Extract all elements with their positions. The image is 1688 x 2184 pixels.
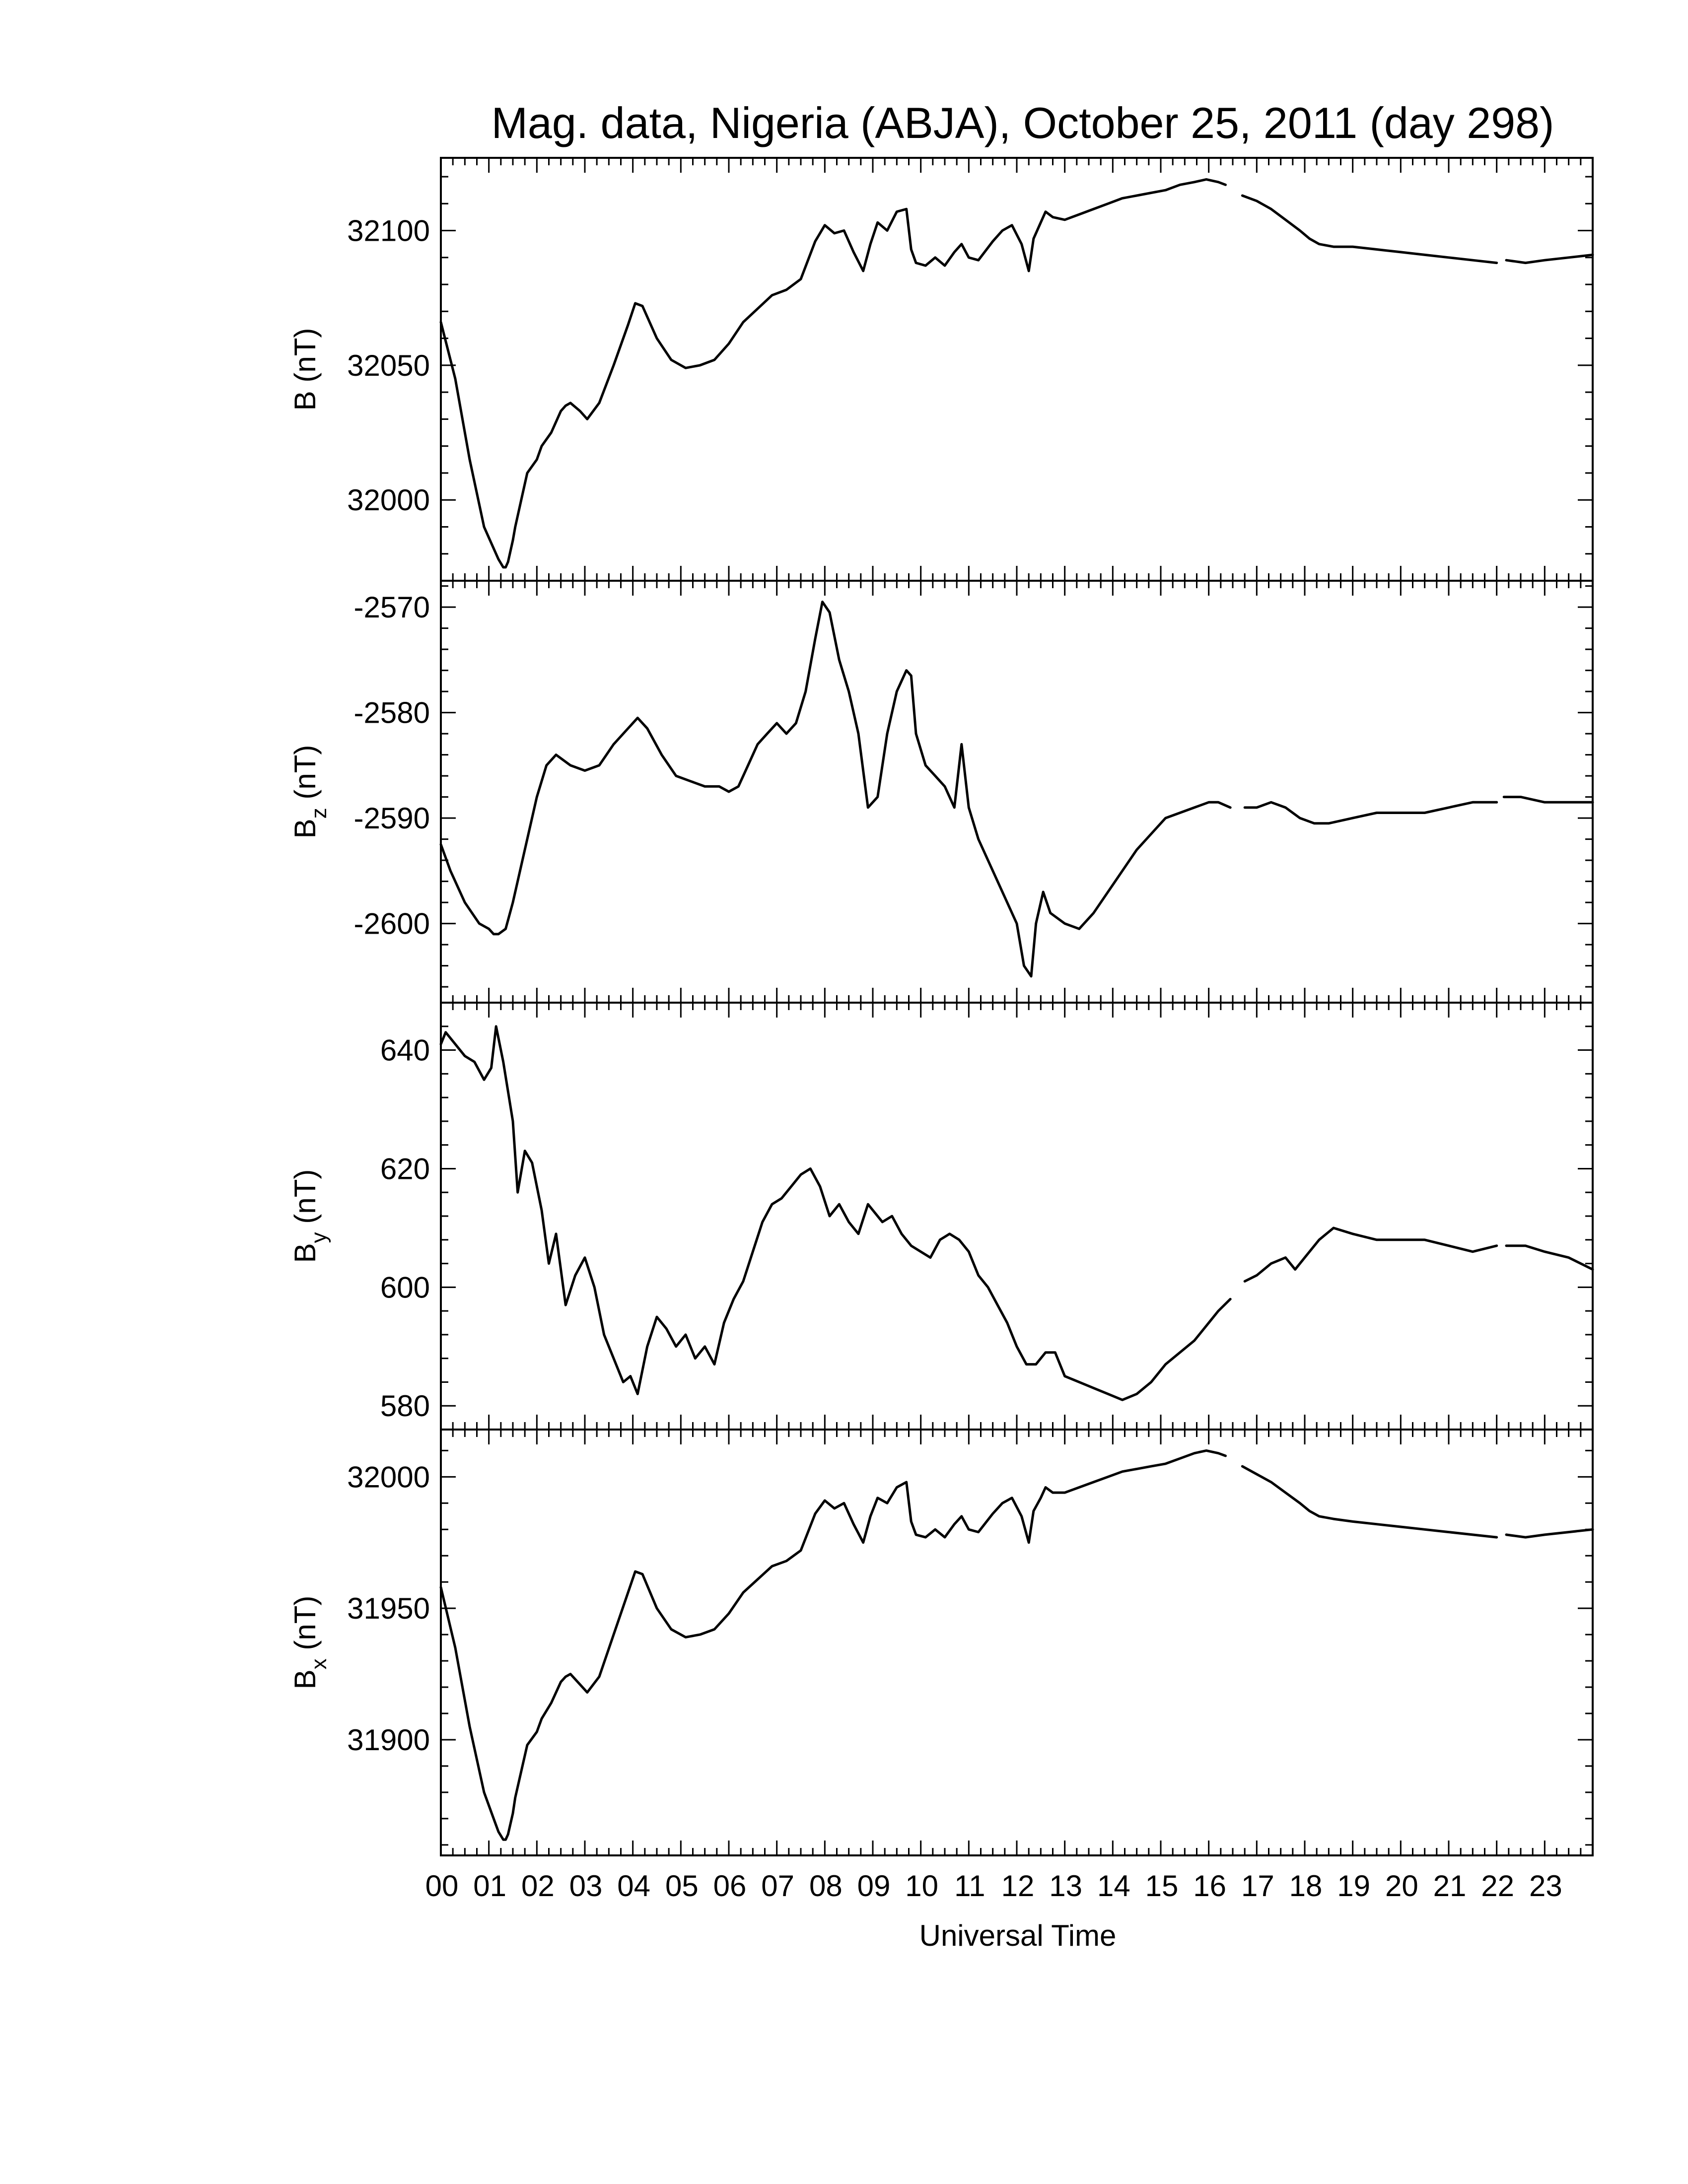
y-axis-title-base: B (nT) <box>288 328 322 411</box>
y-tick-label: -2590 <box>354 802 430 835</box>
x-axis-title: Universal Time <box>919 1919 1117 1952</box>
series-line-bz <box>1243 801 1498 825</box>
y-axis-title-subscript: y <box>307 1232 331 1243</box>
series-line-bx <box>1505 1528 1594 1539</box>
x-tick-label: 15 <box>1145 1869 1179 1903</box>
y-tick-label: 640 <box>380 1034 430 1067</box>
panel-by: 580 600 620 640 By (nT) <box>288 1002 1594 1431</box>
y-tick-label: 32050 <box>347 349 430 382</box>
series-line-b <box>1241 194 1498 265</box>
series-line-bz <box>1502 796 1594 804</box>
x-tick-label: 14 <box>1097 1869 1130 1903</box>
x-tick-label: 16 <box>1193 1869 1226 1903</box>
series-line-bx <box>439 1449 1227 1841</box>
y-axis-title-subscript: z <box>307 808 331 819</box>
x-tick-label: 12 <box>1001 1869 1035 1903</box>
y-axis-title-unit: (nT) <box>288 1169 322 1232</box>
figure-title: Mag. data, Nigeria (ABJA), October 25, 2… <box>492 98 1554 147</box>
x-tick-label: 07 <box>761 1869 794 1903</box>
x-tick-label: 11 <box>954 1869 985 1903</box>
y-tick-label: 620 <box>380 1152 430 1185</box>
series-line-by <box>1243 1227 1498 1283</box>
series-line-b <box>1505 253 1594 265</box>
y-axis-title-unit: (nT) <box>288 745 322 808</box>
y-tick-label: 32000 <box>347 1460 430 1494</box>
x-tick-label: 17 <box>1241 1869 1274 1903</box>
x-tick-label: 10 <box>905 1869 938 1903</box>
panel-frame <box>440 157 1594 582</box>
x-tick-label: 03 <box>569 1869 603 1903</box>
x-tick-label: 06 <box>713 1869 747 1903</box>
x-tick-label: 09 <box>857 1869 891 1903</box>
series-line-by <box>1505 1244 1594 1271</box>
x-tick-label: 22 <box>1481 1869 1514 1903</box>
series-line-bx <box>1241 1465 1498 1539</box>
x-axis: 00 01 02 03 04 05 06 07 08 09 10 11 12 13 14 15 16 17 18 19… <box>425 1869 1562 1903</box>
panel-bx: 31900 31950 32000 Bx (nT) <box>288 1429 1594 1856</box>
y-tick-label: 32100 <box>347 214 430 248</box>
y-tick-label: 600 <box>380 1271 430 1304</box>
panel-frame <box>440 1429 1594 1856</box>
series-line-bz <box>439 601 1232 978</box>
y-axis-title-bx: Bx (nT) <box>288 1596 331 1690</box>
x-tick-label: 08 <box>809 1869 843 1903</box>
x-tick-label: 13 <box>1049 1869 1082 1903</box>
x-tick-label: 01 <box>473 1869 506 1903</box>
y-axis-title-base: B <box>288 819 322 838</box>
x-tick-label: 21 <box>1433 1869 1467 1903</box>
x-tick-label: 18 <box>1289 1869 1323 1903</box>
x-tick-label: 23 <box>1529 1869 1562 1903</box>
panel-bz: -2600 -2590 -2580 -2570 Bz (nT) <box>288 580 1594 1004</box>
panel-frame <box>440 1002 1594 1431</box>
x-tick-label: 02 <box>521 1869 555 1903</box>
y-axis-title-b: B (nT) <box>288 328 322 411</box>
y-tick-label: 32000 <box>347 483 430 517</box>
y-axis-title-by: By (nT) <box>288 1169 331 1263</box>
series-line-b <box>439 178 1227 569</box>
y-axis-title-subscript: x <box>307 1658 331 1669</box>
x-tick-label: 20 <box>1385 1869 1418 1903</box>
y-axis-title-unit: (nT) <box>288 1596 322 1659</box>
x-tick-label: 04 <box>617 1869 650 1903</box>
y-axis-title-bz: Bz (nT) <box>288 745 331 839</box>
y-tick-label: -2600 <box>354 907 430 941</box>
y-axis-title-base: B <box>288 1669 322 1689</box>
x-tick-label: 19 <box>1337 1869 1370 1903</box>
y-tick-label: -2580 <box>354 696 430 730</box>
x-tick-label: 05 <box>665 1869 699 1903</box>
y-tick-label: 580 <box>380 1389 430 1423</box>
series-line-by <box>439 1025 1232 1401</box>
x-tick-label: 00 <box>425 1869 459 1903</box>
panel-b: 32000 32050 32100 B (nT) <box>288 157 1594 582</box>
y-axis-title-base: B <box>288 1243 322 1263</box>
panels: 32000 32050 32100 B (nT) -2600 -2590 -2580 -257… <box>288 157 1594 1856</box>
y-tick-label: 31950 <box>347 1592 430 1625</box>
panel-frame <box>440 580 1594 1004</box>
y-tick-label: 31900 <box>347 1723 430 1757</box>
y-tick-label: -2570 <box>354 591 430 624</box>
